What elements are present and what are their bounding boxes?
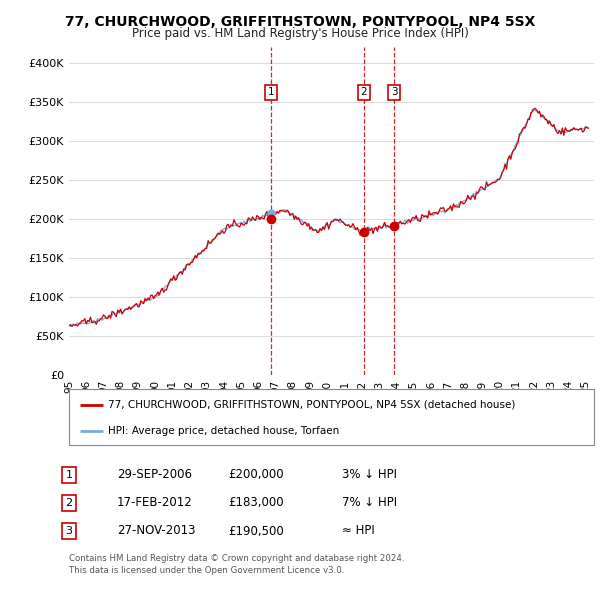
Text: Price paid vs. HM Land Registry's House Price Index (HPI): Price paid vs. HM Land Registry's House … — [131, 27, 469, 40]
Text: 1: 1 — [268, 87, 275, 97]
Text: ≈ HPI: ≈ HPI — [342, 525, 375, 537]
Text: 17-FEB-2012: 17-FEB-2012 — [117, 496, 193, 509]
Text: 2: 2 — [65, 498, 73, 507]
Text: 77, CHURCHWOOD, GRIFFITHSTOWN, PONTYPOOL, NP4 5SX: 77, CHURCHWOOD, GRIFFITHSTOWN, PONTYPOOL… — [65, 15, 535, 29]
Text: Contains HM Land Registry data © Crown copyright and database right 2024.: Contains HM Land Registry data © Crown c… — [69, 555, 404, 563]
Text: 3: 3 — [391, 87, 398, 97]
Text: 2: 2 — [361, 87, 367, 97]
Text: This data is licensed under the Open Government Licence v3.0.: This data is licensed under the Open Gov… — [69, 566, 344, 575]
Text: 1: 1 — [65, 470, 73, 480]
Text: 29-SEP-2006: 29-SEP-2006 — [117, 468, 192, 481]
Text: £183,000: £183,000 — [228, 496, 284, 509]
Text: 77, CHURCHWOOD, GRIFFITHSTOWN, PONTYPOOL, NP4 5SX (detached house): 77, CHURCHWOOD, GRIFFITHSTOWN, PONTYPOOL… — [109, 399, 516, 409]
Text: 3% ↓ HPI: 3% ↓ HPI — [342, 468, 397, 481]
Text: £190,500: £190,500 — [228, 525, 284, 537]
Text: 27-NOV-2013: 27-NOV-2013 — [117, 525, 196, 537]
Text: £200,000: £200,000 — [228, 468, 284, 481]
Text: HPI: Average price, detached house, Torfaen: HPI: Average price, detached house, Torf… — [109, 427, 340, 437]
Text: 7% ↓ HPI: 7% ↓ HPI — [342, 496, 397, 509]
Text: 3: 3 — [65, 526, 73, 536]
